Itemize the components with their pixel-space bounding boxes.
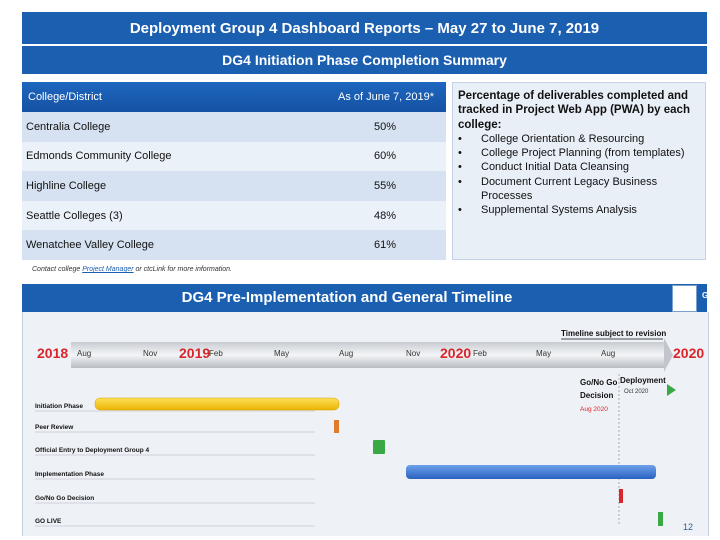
- phase-label: Implementation Phase: [35, 471, 104, 478]
- phase-label: Initiation Phase: [35, 403, 83, 410]
- gonogo-date: Aug 2020: [580, 406, 608, 413]
- table-header: College/District As of June 7, 2019*: [22, 82, 446, 112]
- deployment-date: Oct 2020: [624, 389, 649, 395]
- table-row: Edmonds Community College 60%: [22, 141, 446, 172]
- list-item-text: Supplemental Systems Analysis: [481, 204, 637, 217]
- college-name: Seattle Colleges (3): [26, 209, 123, 222]
- table-row: Highline College 55%: [22, 171, 446, 201]
- month-label: Aug: [601, 349, 615, 358]
- month-label: May: [274, 349, 289, 358]
- month-label: Nov: [406, 349, 420, 358]
- footnote-text-end: or ctcLink for more information.: [133, 266, 233, 273]
- bullet: •: [458, 161, 462, 174]
- phase-label: Go/No Go Decision: [35, 495, 94, 502]
- year-2018: 2018: [37, 345, 68, 361]
- timeline-chart: Timeline subject to revision 2018 2019 2…: [22, 312, 709, 536]
- table-row: Wenatchee Valley College 61%: [22, 230, 446, 260]
- completion-percent: 61%: [373, 239, 397, 252]
- official-entry-bar: [373, 440, 385, 454]
- year-2019: 2019: [179, 345, 210, 361]
- list-item-text: Conduct Initial Data Cleansing: [481, 161, 629, 174]
- gonogo-label: Go/No Go: [580, 378, 617, 387]
- month-label: Aug: [77, 349, 91, 358]
- table-row: Centralia College 50%: [22, 112, 446, 142]
- bullet: •: [458, 132, 462, 145]
- completion-percent: 55%: [373, 179, 397, 192]
- status-indicator: [672, 285, 697, 312]
- gonogo-decision-bar: [619, 489, 623, 503]
- gonogo-label-2: Decision: [580, 391, 613, 400]
- completion-percent: 48%: [373, 209, 397, 222]
- year-2020: 2020: [440, 345, 471, 361]
- timeline-title: DG4 Pre-Implementation and General Timel…: [181, 289, 513, 306]
- bullet: •: [458, 204, 462, 217]
- phase-label: Official Entry to Deployment Group 4: [35, 447, 150, 454]
- column-date: As of June 7, 2019*: [337, 91, 434, 103]
- list-item: • College Project Planning (from template…: [458, 146, 701, 160]
- bullet: •: [458, 175, 462, 188]
- timeline-subject-label: Timeline subject to revision: [561, 329, 666, 338]
- month-label: Nov: [143, 349, 157, 358]
- list-item: • Document Current Legacy Business Proces…: [458, 175, 701, 204]
- completion-percent: 60%: [373, 150, 397, 163]
- completion-percent: 50%: [373, 120, 397, 133]
- phase-label: Peer Review: [35, 424, 74, 431]
- deployment-arrow: [667, 384, 676, 396]
- implementation-phase-bar: [406, 465, 656, 479]
- deployment-label: Deployment: [620, 376, 666, 385]
- timeline-svg: Timeline subject to revision 2018 2019 2…: [35, 329, 704, 532]
- page-number: 12: [683, 522, 693, 532]
- month-label: Feb: [473, 349, 487, 358]
- list-item-text: Document Current Legacy Business Process…: [481, 175, 658, 203]
- list-item: • Conduct Initial Data Cleansing: [458, 160, 701, 174]
- initiation-phase-bar: [94, 397, 340, 411]
- footnote-text: Contact college: [32, 266, 83, 273]
- year-2020-end: 2020: [673, 345, 704, 361]
- month-label: May: [536, 349, 551, 358]
- column-college: College/District: [28, 91, 102, 103]
- college-name: Edmonds Community College: [26, 150, 172, 163]
- peer-review-bar: [334, 420, 339, 433]
- list-item: • Supplemental Systems Analysis: [458, 203, 701, 217]
- phase-label: GO LIVE: [35, 518, 62, 525]
- month-label: Aug: [339, 349, 353, 358]
- timeline-axis-arrow: [664, 338, 673, 372]
- golive-bar: [658, 512, 663, 526]
- summary-title: DG4 Initiation Phase Completion Summary: [22, 46, 707, 74]
- list-item-text: College Orientation & Resourcing: [481, 132, 645, 145]
- bullet: •: [458, 147, 462, 160]
- info-heading: Percentage of deliverables completed and…: [458, 90, 690, 131]
- page-title: Deployment Group 4 Dashboard Reports – M…: [22, 12, 707, 44]
- list-item: • College Orientation & Resourcing: [458, 132, 701, 146]
- deliverables-list: • College Orientation & Resourcing • Colle…: [458, 132, 701, 218]
- timeline-header: DG4 Pre-Implementation and General Timel…: [22, 284, 709, 312]
- college-name: Centralia College: [26, 120, 111, 133]
- month-label: Feb: [209, 349, 223, 358]
- completion-table: College/District As of June 7, 2019* Cen…: [22, 82, 446, 260]
- footnote: Contact college Project Manager or ctcLi…: [32, 266, 232, 273]
- deliverables-info-box: Percentage of deliverables completed and…: [452, 82, 706, 260]
- status-label: G: [702, 291, 709, 300]
- list-item-text: College Project Planning (from templates…: [481, 147, 685, 160]
- timeline-axis-band: [71, 342, 664, 368]
- college-name: Wenatchee Valley College: [26, 239, 155, 252]
- project-manager-link[interactable]: Project Manager: [82, 266, 134, 273]
- table-row: Seattle Colleges (3) 48%: [22, 200, 446, 231]
- college-name: Highline College: [26, 179, 107, 192]
